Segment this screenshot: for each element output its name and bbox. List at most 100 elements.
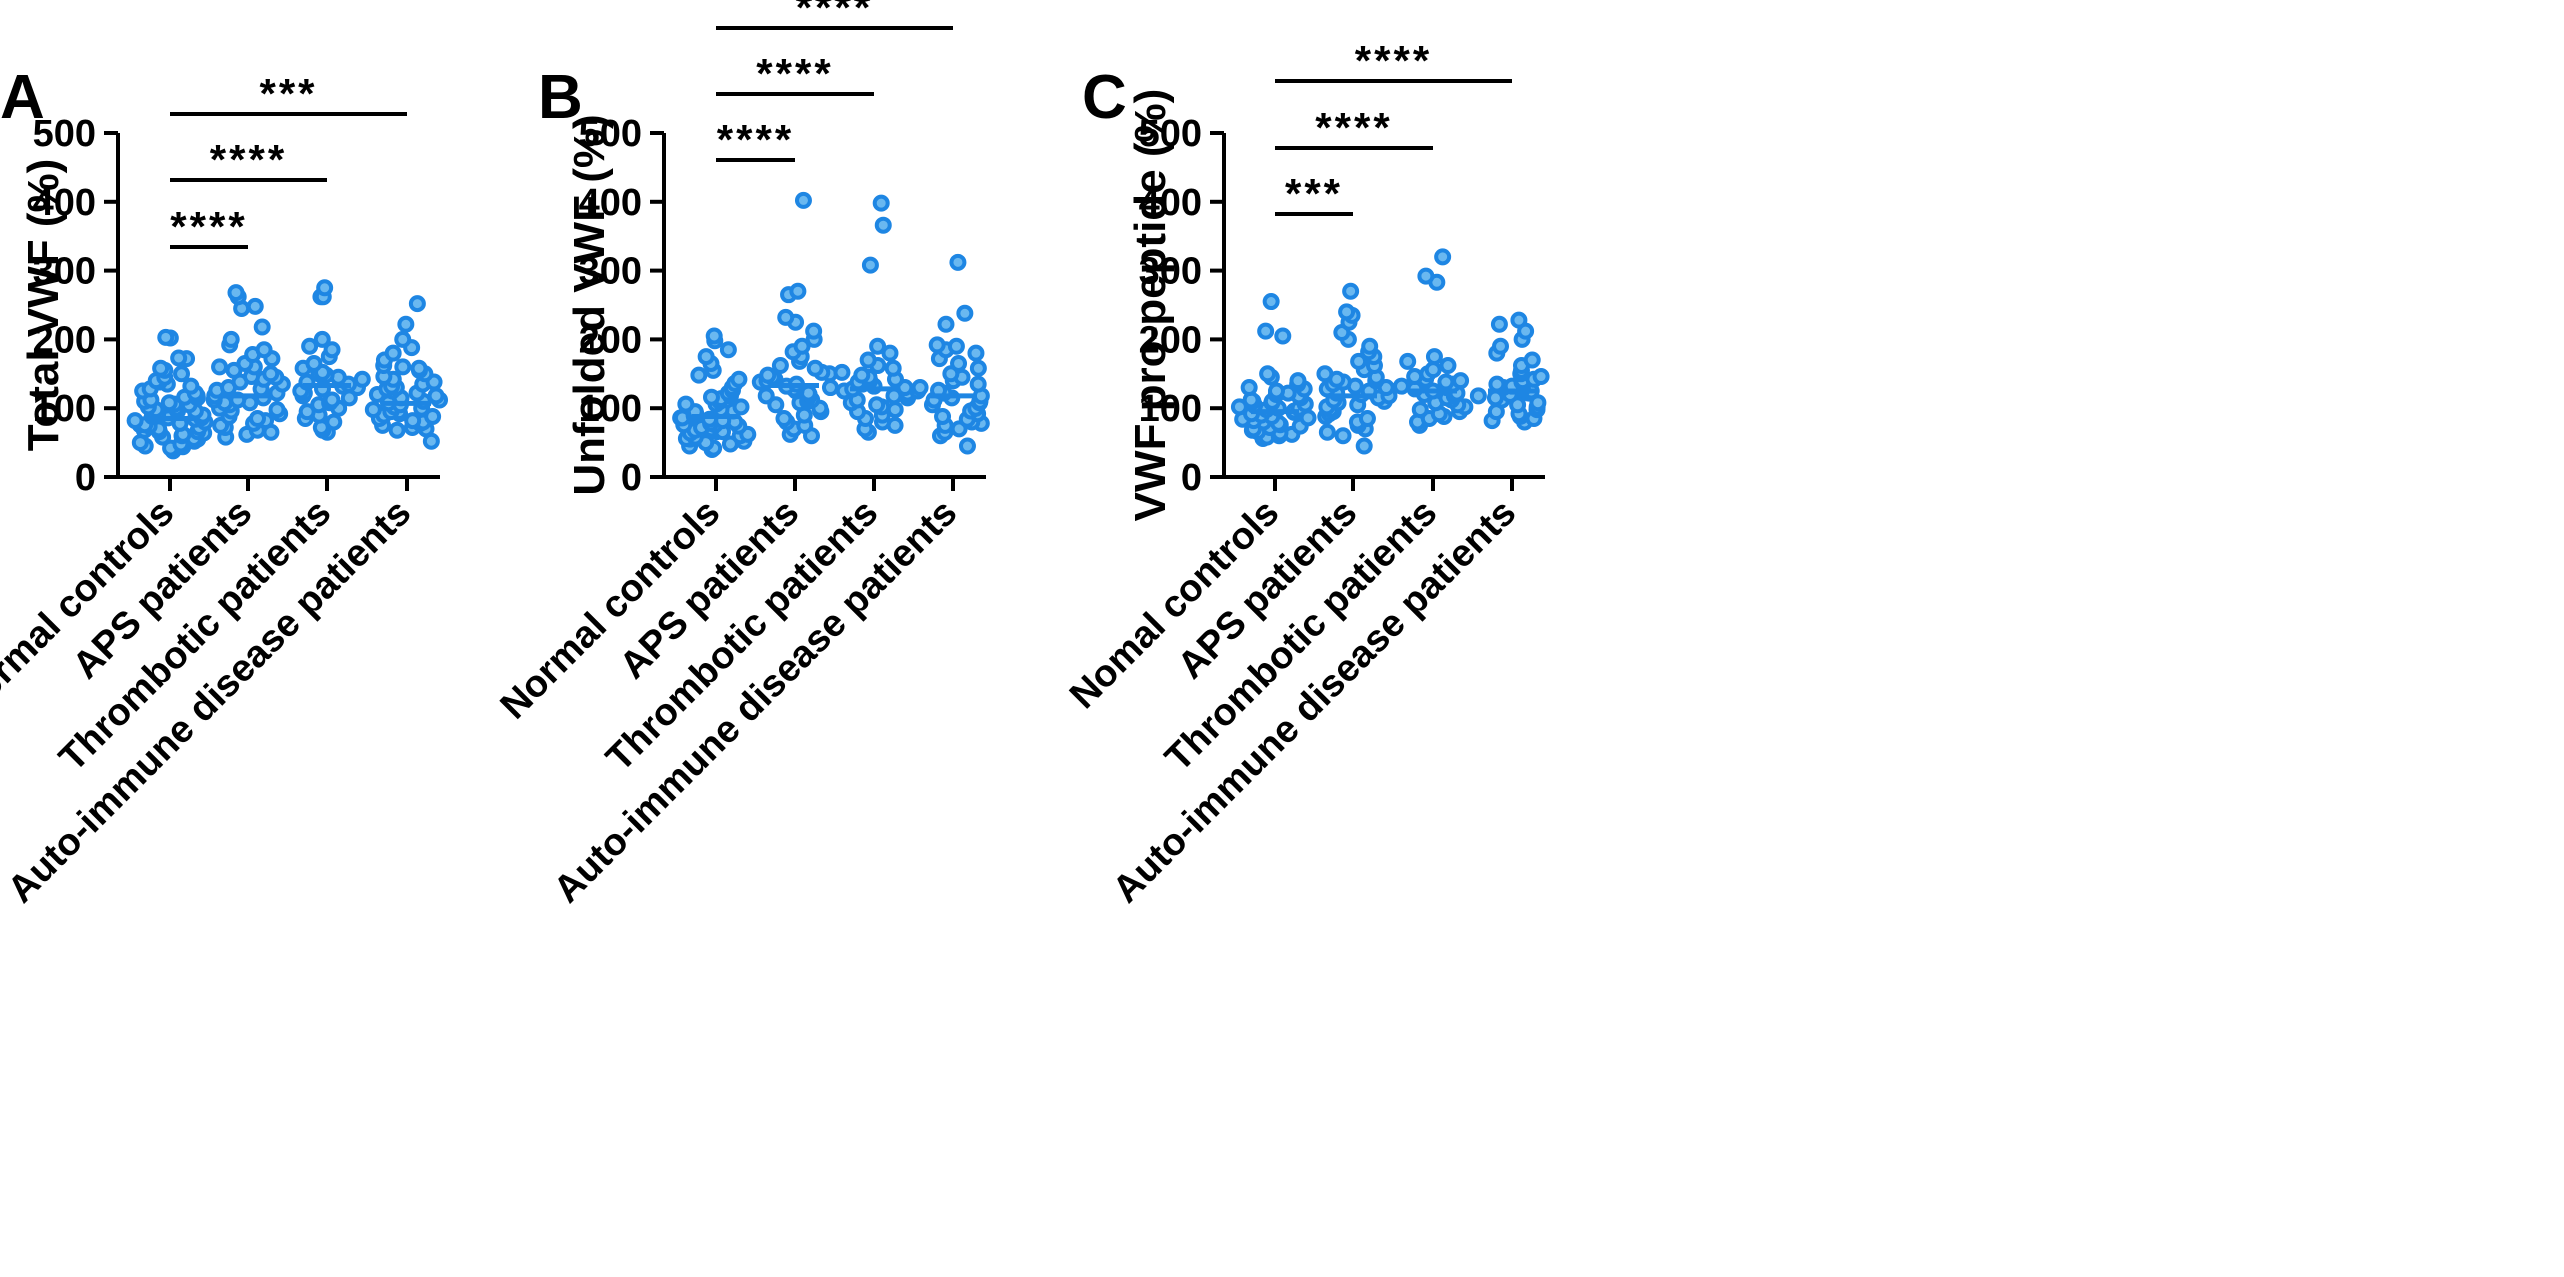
data-point: [958, 437, 976, 455]
data-point: [424, 407, 442, 425]
y-tick-label: 0: [621, 457, 642, 499]
y-tick-label: 200: [1139, 319, 1202, 361]
data-point: [313, 330, 331, 348]
data-point: [969, 359, 987, 377]
data-point: [1257, 322, 1275, 340]
data-point: [316, 279, 334, 297]
data-point: [1492, 337, 1510, 355]
y-tick-label: 300: [579, 251, 642, 293]
data-point: [869, 337, 887, 355]
y-tick-label: 300: [33, 251, 96, 293]
data-point: [1350, 352, 1368, 370]
data-point: [934, 407, 952, 425]
data-point: [771, 357, 789, 375]
panel-letter: A: [0, 63, 45, 132]
data-point: [757, 387, 775, 405]
significance-label: ***: [259, 70, 317, 117]
y-tick-label: 100: [33, 388, 96, 430]
data-point: [1411, 401, 1429, 419]
data-point: [767, 396, 785, 414]
data-point: [884, 359, 902, 377]
data-point: [1289, 372, 1307, 390]
data-point: [384, 344, 402, 362]
data-point: [702, 388, 720, 406]
y-axis-label: Unfolded VWF (%): [565, 114, 614, 495]
data-point: [126, 412, 144, 430]
significance-label: ***: [1285, 170, 1343, 217]
data-point: [323, 391, 341, 409]
y-tick-label: 100: [1139, 388, 1202, 430]
data-point: [777, 308, 795, 326]
data-point: [719, 341, 737, 359]
data-point: [805, 322, 823, 340]
y-tick-label: 400: [1139, 182, 1202, 224]
significance-label: ****: [210, 136, 287, 183]
data-point: [697, 348, 715, 366]
data-point: [364, 401, 382, 419]
data-point: [410, 359, 428, 377]
data-point: [969, 375, 987, 393]
data-point: [211, 358, 229, 376]
data-point: [1392, 377, 1410, 395]
data-point: [404, 412, 422, 430]
data-point: [1262, 293, 1280, 311]
data-point: [853, 366, 871, 384]
data-point: [298, 403, 316, 421]
data-point: [730, 370, 748, 388]
data-point: [1358, 410, 1376, 428]
data-point: [872, 194, 890, 212]
data-point: [949, 253, 967, 271]
data-point: [690, 366, 708, 384]
data-point: [874, 216, 892, 234]
data-point: [1434, 248, 1452, 266]
y-tick-label: 100: [579, 388, 642, 430]
data-point: [956, 304, 974, 322]
data-point: [305, 354, 323, 372]
data-point: [833, 363, 851, 381]
data-point: [1523, 351, 1541, 369]
data-point: [937, 315, 955, 333]
data-point: [861, 256, 879, 274]
significance-label: ****: [170, 203, 247, 250]
data-point: [1230, 398, 1248, 416]
data-point: [881, 344, 899, 362]
data-point: [677, 395, 695, 413]
data-point: [1425, 348, 1443, 366]
data-point: [821, 379, 839, 397]
significance-label: ****: [756, 50, 833, 97]
data-point: [868, 396, 886, 414]
data-point: [1490, 315, 1508, 333]
data-point: [1469, 387, 1487, 405]
data-point: [1437, 373, 1455, 391]
data-point: [323, 341, 341, 359]
y-axis-label: VWF pro-peptide (%): [1126, 89, 1175, 522]
data-point: [301, 337, 319, 355]
y-tick-label: 500: [33, 113, 96, 155]
data-point: [947, 337, 965, 355]
data-point: [1439, 357, 1457, 375]
data-point: [262, 365, 280, 383]
data-point: [806, 359, 824, 377]
data-point: [249, 410, 267, 428]
significance-label: ****: [1355, 37, 1432, 84]
data-point: [928, 336, 946, 354]
data-point: [394, 330, 412, 348]
data-point: [182, 377, 200, 395]
data-point: [397, 315, 415, 333]
data-point: [950, 354, 968, 372]
y-tick-label: 500: [579, 113, 642, 155]
data-point: [1361, 337, 1379, 355]
data-point: [1274, 327, 1292, 345]
data-point: [1417, 267, 1435, 285]
data-point: [1355, 437, 1373, 455]
y-axis-label: Total VWF (%): [19, 159, 68, 451]
y-tick-label: 400: [33, 182, 96, 224]
data-point: [775, 410, 793, 428]
data-point: [173, 365, 191, 383]
y-tick-label: 500: [1139, 113, 1202, 155]
data-point: [1267, 382, 1285, 400]
data-point: [160, 394, 178, 412]
